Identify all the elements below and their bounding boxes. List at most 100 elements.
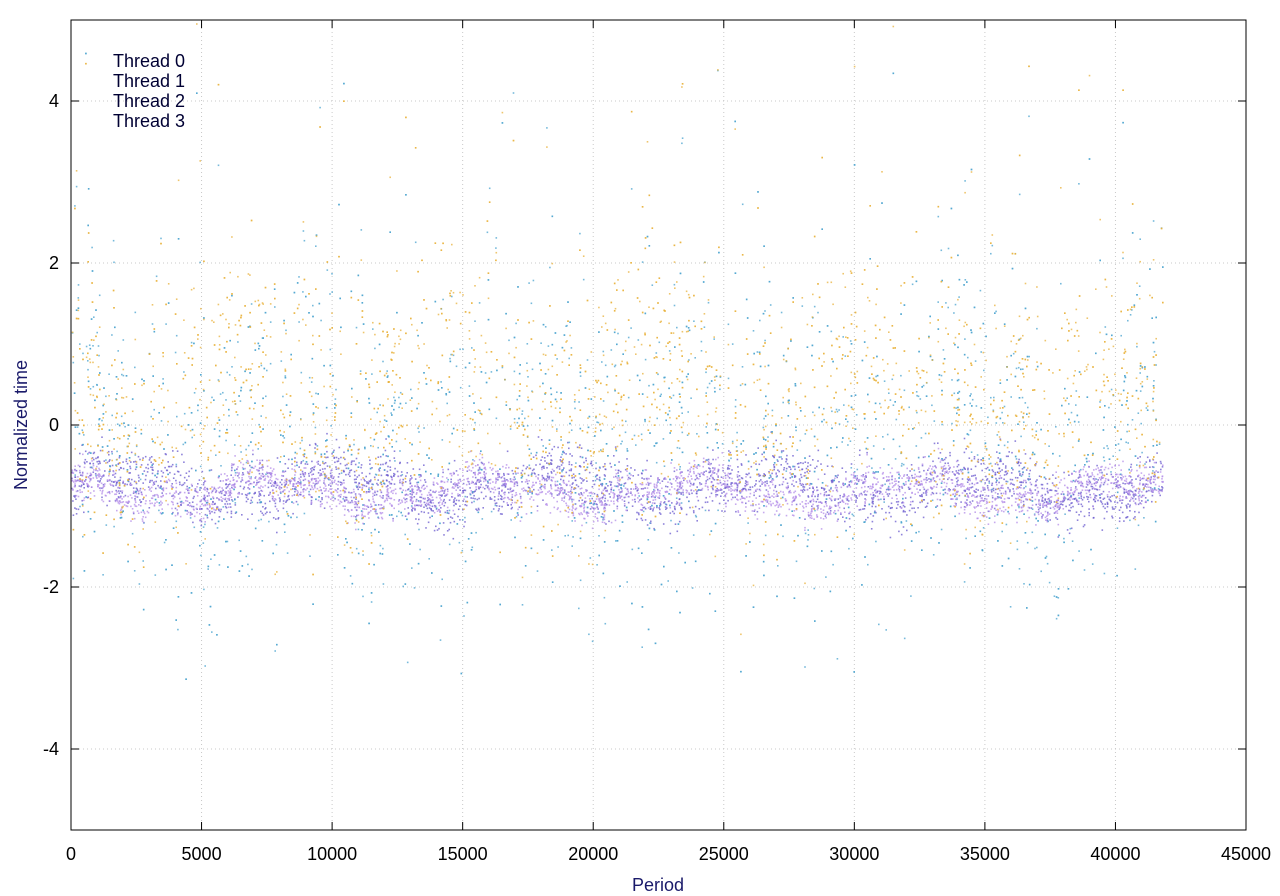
data-point [974, 491, 976, 493]
data-point [664, 503, 667, 505]
data-point [1095, 495, 1098, 497]
data-point [335, 466, 337, 468]
data-point [99, 462, 101, 465]
data-point [370, 601, 373, 603]
data-point [131, 478, 133, 481]
data-point [994, 473, 997, 476]
data-point [920, 437, 923, 439]
data-point [570, 347, 573, 349]
data-point [769, 481, 772, 483]
data-point [234, 502, 237, 504]
data-point [1010, 354, 1012, 357]
data-point [938, 374, 941, 376]
data-point [1138, 285, 1141, 287]
data-point [895, 507, 898, 509]
data-point [150, 456, 153, 458]
data-point [269, 511, 271, 514]
data-point [488, 479, 491, 481]
data-point [974, 535, 976, 537]
data-point [178, 481, 181, 484]
data-point [356, 486, 358, 489]
data-point [473, 500, 475, 503]
data-point [162, 378, 164, 380]
data-point [401, 491, 403, 494]
data-point [1078, 183, 1080, 185]
data-point [786, 482, 789, 485]
data-point [643, 506, 646, 509]
data-point [863, 504, 866, 507]
data-point [1070, 495, 1072, 498]
data-point [154, 474, 156, 477]
data-point [1012, 468, 1014, 471]
data-point [723, 491, 725, 493]
data-point [404, 481, 407, 483]
data-point [240, 386, 243, 389]
data-point [411, 477, 413, 479]
data-point [1159, 460, 1162, 463]
data-point [859, 449, 861, 452]
data-point [586, 480, 588, 482]
data-point [589, 557, 592, 559]
data-point [710, 530, 713, 532]
data-point [1007, 441, 1009, 443]
data-point [111, 452, 113, 455]
data-point [655, 352, 658, 354]
data-point [377, 504, 380, 506]
data-point [1122, 257, 1124, 260]
data-point [528, 448, 531, 450]
data-point [111, 464, 114, 467]
data-point [674, 508, 676, 511]
data-point [685, 325, 688, 328]
data-point [453, 513, 456, 515]
data-point [530, 302, 533, 305]
data-point [213, 399, 215, 401]
data-point [106, 445, 109, 447]
data-point [416, 522, 419, 525]
data-point [245, 461, 248, 464]
data-point [751, 486, 754, 488]
data-point [347, 473, 350, 476]
data-point [198, 479, 201, 481]
data-point [180, 500, 183, 503]
data-point [794, 475, 797, 478]
data-point [941, 473, 943, 475]
data-point [258, 423, 260, 426]
data-point [931, 404, 933, 407]
data-point [274, 505, 277, 508]
data-point [396, 470, 399, 473]
data-point [447, 468, 450, 471]
data-point [375, 493, 378, 496]
data-point [1102, 483, 1105, 486]
data-point [134, 498, 136, 500]
data-point [522, 425, 525, 427]
data-point [976, 454, 979, 456]
data-point [365, 378, 367, 380]
data-point [406, 661, 409, 664]
data-point [557, 446, 559, 449]
data-point [823, 489, 825, 491]
data-point [579, 232, 581, 235]
data-point [91, 270, 94, 272]
data-point [1113, 494, 1115, 497]
data-point [847, 500, 850, 502]
data-point [778, 456, 781, 458]
data-point [1036, 546, 1038, 549]
data-point [425, 527, 427, 529]
data-point [872, 496, 875, 499]
data-point [585, 457, 587, 460]
data-point [842, 484, 845, 487]
data-point [219, 480, 222, 482]
data-point [1009, 478, 1012, 481]
data-point [250, 466, 253, 469]
data-point [533, 468, 535, 471]
data-point [790, 340, 792, 342]
data-point [1027, 406, 1029, 409]
data-point [133, 570, 136, 572]
data-point [795, 481, 798, 483]
data-point [688, 329, 691, 332]
data-point [1063, 497, 1065, 500]
data-point [956, 379, 959, 382]
data-point [541, 456, 544, 458]
data-point [368, 397, 370, 400]
